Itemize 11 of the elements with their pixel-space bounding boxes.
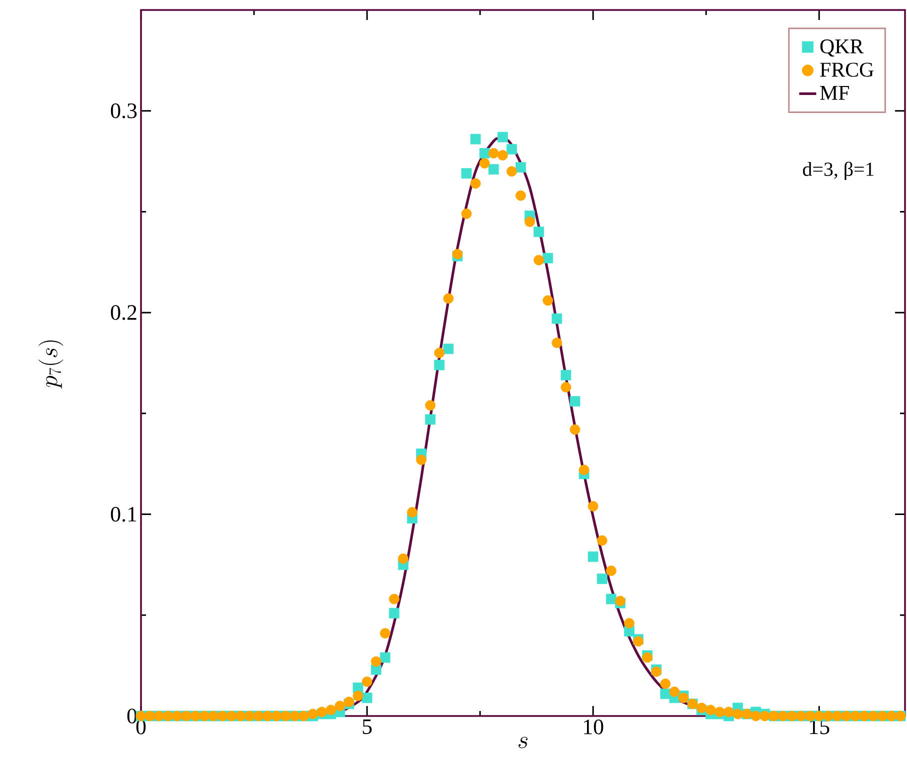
y-tick-label: 0.2 bbox=[110, 305, 136, 320]
legend-label: MF bbox=[820, 86, 849, 100]
y-tick-label: 0.1 bbox=[110, 506, 136, 522]
x-tick-label: 10 bbox=[584, 720, 604, 734]
legend-label: FRCG bbox=[820, 62, 874, 77]
y-axis-title: $p_7(s)$ bbox=[38, 340, 64, 389]
legend-label: QKR bbox=[820, 39, 864, 57]
x-tick-label: 5 bbox=[362, 720, 372, 734]
y-tick-label: 0.3 bbox=[110, 103, 137, 118]
annotation: d=3, β=1 bbox=[803, 162, 874, 180]
x-axis-title: $s$ bbox=[518, 736, 528, 748]
